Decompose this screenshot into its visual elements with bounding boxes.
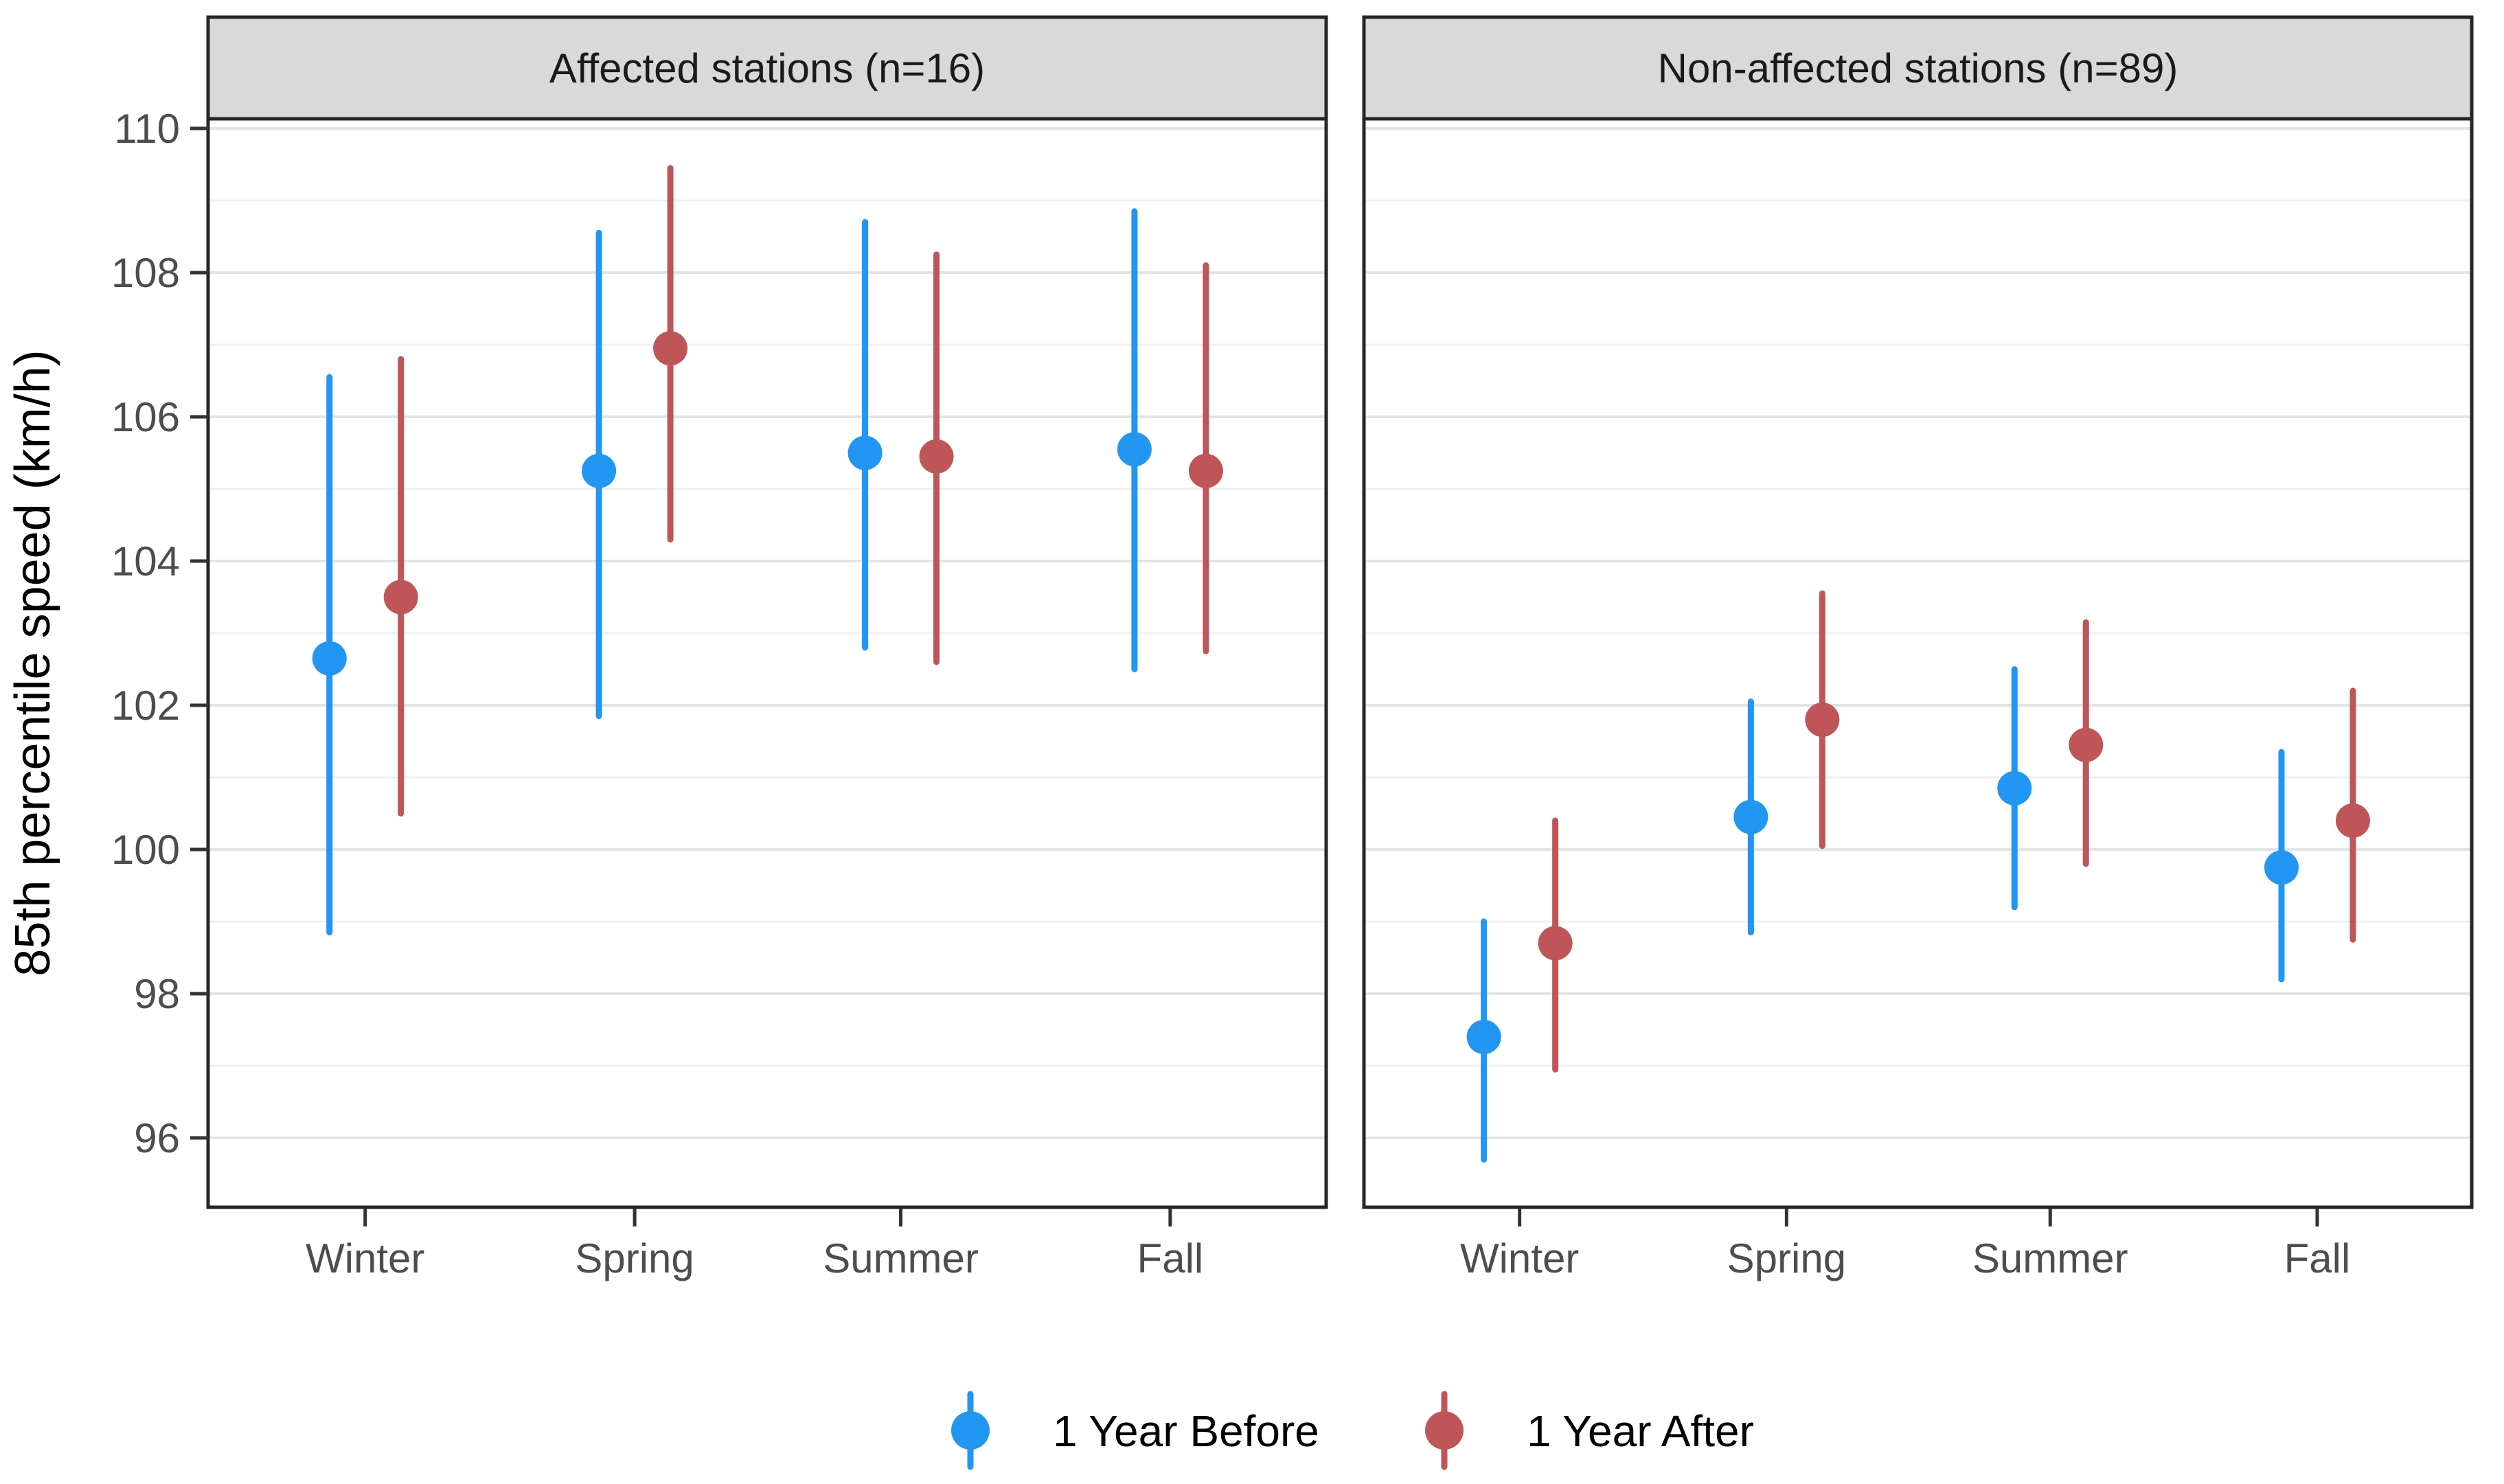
point-estimate (2069, 727, 2104, 762)
y-tick-label: 106 (111, 394, 180, 440)
facet-strip-label: Affected stations (n=16) (549, 45, 985, 91)
x-tick-label: Spring (1727, 1235, 1846, 1281)
y-tick-label: 98 (134, 971, 180, 1017)
legend-label: 1 Year Before (1053, 1406, 1319, 1456)
y-axis: 96 98 100 102 104 106 108 110 85th percentile sp… (5, 106, 208, 1161)
facet-strip (1362, 15, 2474, 121)
point-estimate (1466, 1020, 1501, 1054)
legend-key-point (1425, 1411, 1464, 1450)
x-tick-label: Spring (575, 1235, 694, 1281)
point-estimate (1188, 453, 1223, 488)
y-tick-label: 110 (114, 106, 180, 152)
point-estimate (1117, 432, 1152, 467)
panel-background (208, 119, 1326, 1207)
y-tick-label: 108 (111, 250, 180, 296)
y-tick-label: 96 (134, 1115, 180, 1161)
point-estimate (1733, 799, 1768, 834)
y-tick-label: 100 (111, 827, 180, 873)
point-estimate (2335, 803, 2370, 838)
x-tick-label: Fall (2284, 1235, 2351, 1281)
facet-strip-label: Non-affected stations (n=89) (1658, 45, 2178, 91)
point-estimate (847, 435, 883, 470)
facet-panel: Affected stations (n=16) Winter Spring Summ… (206, 15, 1328, 1281)
legend-key-point (951, 1411, 990, 1450)
y-axis-title: 85th percentile speed (km/h) (5, 350, 60, 976)
x-tick-label: Winter (306, 1235, 424, 1281)
y-tick-label: 104 (111, 538, 180, 584)
point-estimate (582, 453, 617, 488)
point-estimate (312, 641, 347, 676)
legend: 1 Year Before 1 Year After (951, 1391, 1754, 1470)
facet-strip (206, 15, 1328, 121)
point-estimate (919, 439, 954, 474)
point-estimate (1805, 703, 1840, 737)
point-estimate (1997, 770, 2032, 806)
x-tick-label: Winter (1460, 1235, 1579, 1281)
point-estimate (383, 580, 418, 615)
x-tick-label: Summer (823, 1235, 979, 1281)
y-tick-label: 102 (111, 683, 180, 729)
panel-background (1364, 119, 2472, 1207)
legend-label: 1 Year After (1527, 1406, 1754, 1456)
point-estimate (653, 331, 688, 366)
point-estimate (2264, 850, 2299, 885)
point-estimate (1538, 926, 1573, 961)
x-tick-label: Summer (1972, 1235, 2128, 1281)
x-tick-label: Fall (1137, 1235, 1204, 1281)
facet-panel: Non-affected stations (n=89) Winter Spring… (1362, 15, 2474, 1281)
